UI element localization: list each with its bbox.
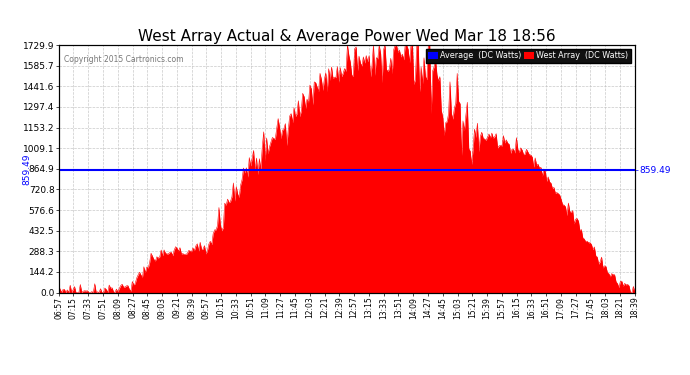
Legend: Average  (DC Watts), West Array  (DC Watts): Average (DC Watts), West Array (DC Watts… <box>426 49 631 63</box>
Title: West Array Actual & Average Power Wed Mar 18 18:56: West Array Actual & Average Power Wed Ma… <box>138 29 555 44</box>
Text: Copyright 2015 Cartronics.com: Copyright 2015 Cartronics.com <box>64 55 184 64</box>
Text: 859.49: 859.49 <box>23 154 32 185</box>
